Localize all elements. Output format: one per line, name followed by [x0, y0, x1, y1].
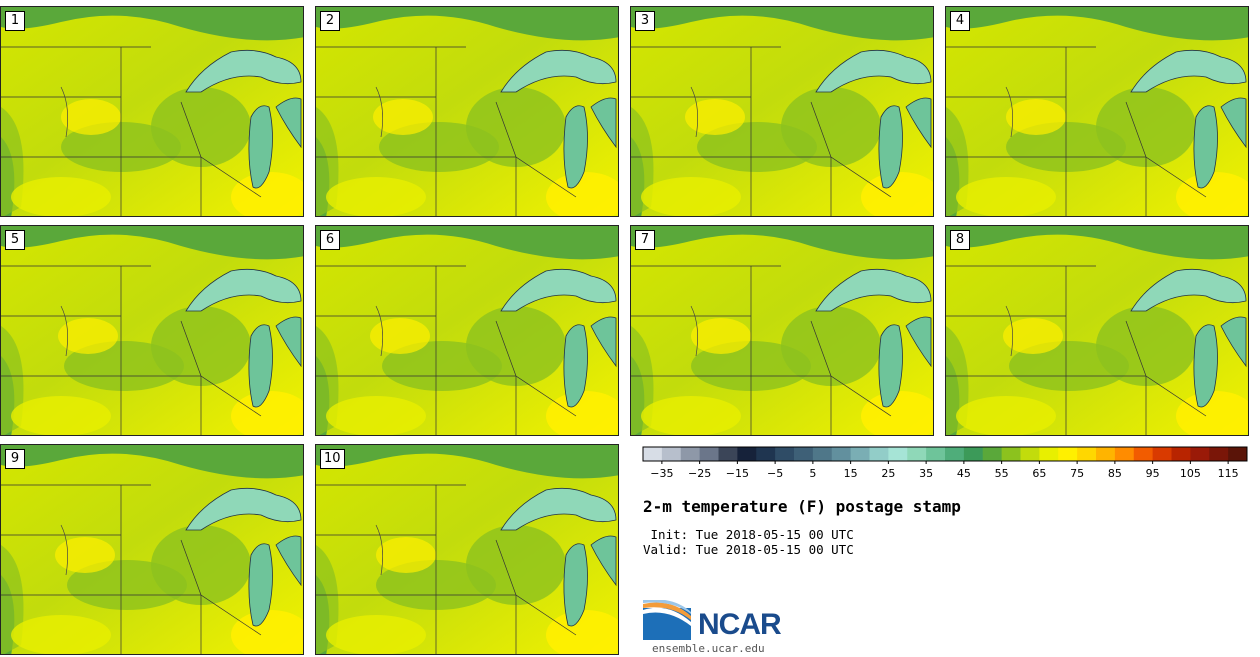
- member-panel-4: 4: [945, 6, 1249, 217]
- colorbar-tick-label: 65: [1032, 467, 1046, 480]
- colorbar-cell: [1133, 447, 1154, 461]
- ensemble-url: ensemble.ucar.edu: [652, 642, 765, 655]
- temperature-map: [631, 7, 933, 216]
- colorbar-cell: [680, 447, 701, 461]
- colorbar-tick-label: 5: [809, 467, 816, 480]
- temperature-map: [1, 445, 303, 654]
- colorbar-tick-label: −25: [688, 467, 711, 480]
- colorbar-cell: [737, 447, 757, 461]
- colorbar-cell: [888, 447, 908, 461]
- colorbar-tick-label: −15: [726, 467, 749, 480]
- colorbar-cell: [907, 447, 927, 461]
- colorbar-cell: [812, 447, 833, 461]
- temperature-map: [316, 7, 618, 216]
- member-number-label: 1: [5, 11, 25, 31]
- temperature-map: [631, 226, 933, 435]
- colorbar-cell: [1058, 447, 1078, 461]
- member-number-label: 8: [950, 230, 970, 250]
- member-number-label: 9: [5, 449, 25, 469]
- colorbar-tick-label: 15: [844, 467, 858, 480]
- colorbar-cell: [963, 447, 984, 461]
- member-panel-5: 5: [0, 225, 304, 436]
- member-panel-9: 9: [0, 444, 304, 655]
- colorbar-cell: [1152, 447, 1172, 461]
- colorbar-cell: [982, 447, 1003, 461]
- colorbar-cell: [1209, 447, 1229, 461]
- ncar-logo-text: NCAR: [698, 608, 782, 641]
- colorbar-tick-label: 25: [881, 467, 895, 480]
- colorbar-cell: [831, 447, 852, 461]
- colorbar-cell: [756, 447, 776, 461]
- chart-title: 2-m temperature (F) postage stamp: [643, 497, 961, 516]
- colorbar-tick-label: 105: [1180, 467, 1201, 480]
- member-number-label: 2: [320, 11, 340, 31]
- colorbar-tick-label: 55: [995, 467, 1009, 480]
- colorbar-tick-label: 75: [1070, 467, 1084, 480]
- colorbar-cell: [794, 447, 814, 461]
- member-panel-3: 3: [630, 6, 934, 217]
- colorbar-cell: [945, 447, 965, 461]
- colorbar-tick-label: 85: [1108, 467, 1122, 480]
- colorbar-cell: [1096, 447, 1116, 461]
- temperature-map: [946, 7, 1248, 216]
- colorbar-cell: [1114, 447, 1135, 461]
- member-panel-2: 2: [315, 6, 619, 217]
- colorbar-tick-label: 95: [1146, 467, 1160, 480]
- colorbar-outline: [642, 446, 1248, 462]
- init-time: Init: Tue 2018-05-15 00 UTC: [643, 527, 854, 542]
- temperature-colorbar: −35 −25 −15 −5 5 15 25 35 45 55 65 75 85 95 105 115: [642, 446, 1248, 480]
- colorbar-tick-label: −35: [650, 467, 673, 480]
- colorbar-cell: [1020, 447, 1040, 461]
- colorbar-cell: [1077, 447, 1097, 461]
- colorbar-cell: [775, 447, 795, 461]
- colorbar-cell: [1171, 447, 1191, 461]
- colorbar-cell: [1228, 447, 1248, 461]
- colorbar-tick-label: 45: [957, 467, 971, 480]
- colorbar-tick-label: 115: [1218, 467, 1239, 480]
- temperature-map: [1, 226, 303, 435]
- member-number-label: 5: [5, 230, 25, 250]
- colorbar-tick-label: 35: [919, 467, 933, 480]
- ncar-logo-icon: [643, 600, 691, 640]
- member-panel-1: 1: [0, 6, 304, 217]
- member-panel-10: 10: [315, 444, 619, 655]
- member-number-label: 3: [635, 11, 655, 31]
- member-number-label: 7: [635, 230, 655, 250]
- valid-time: Valid: Tue 2018-05-15 00 UTC: [643, 542, 854, 557]
- colorbar-cell: [869, 447, 889, 461]
- member-number-label: 10: [320, 449, 345, 469]
- temperature-map: [946, 226, 1248, 435]
- temperature-map: [1, 7, 303, 216]
- temperature-map: [316, 445, 618, 654]
- colorbar-cell: [1001, 447, 1021, 461]
- member-panel-6: 6: [315, 225, 619, 436]
- colorbar-cell: [661, 447, 682, 461]
- colorbar-cell: [1190, 447, 1210, 461]
- colorbar-cell: [718, 447, 738, 461]
- colorbar-cell: [1039, 447, 1059, 461]
- temperature-map: [316, 226, 618, 435]
- colorbar-tick-label: −5: [767, 467, 783, 480]
- colorbar-cell: [850, 447, 870, 461]
- colorbar-cell: [643, 447, 663, 461]
- member-number-label: 4: [950, 11, 970, 31]
- member-number-label: 6: [320, 230, 340, 250]
- colorbar-cell: [699, 447, 719, 461]
- member-panel-7: 7: [630, 225, 934, 436]
- colorbar-cell: [926, 447, 946, 461]
- member-panel-8: 8: [945, 225, 1249, 436]
